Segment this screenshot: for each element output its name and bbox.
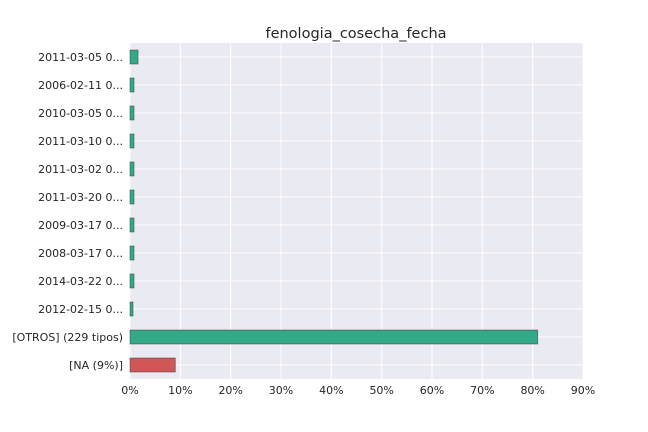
bar [129, 49, 139, 65]
y-tick-label: 2011-03-10 0... [38, 135, 123, 148]
bar [129, 161, 135, 177]
x-tick-label: 20% [218, 384, 242, 397]
y-tick-label: 2009-03-17 0... [38, 219, 123, 232]
y-tick-label: 2012-02-15 0... [38, 303, 123, 316]
bar [129, 301, 134, 317]
bars [129, 49, 539, 373]
bar [129, 105, 135, 121]
x-tick-label: 0% [121, 384, 138, 397]
y-tick-label: 2011-03-05 0... [38, 51, 123, 64]
y-tick-label: 2010-03-05 0... [38, 107, 123, 120]
chart-title: fenologia_cosecha_fecha [265, 26, 446, 42]
bar [129, 245, 135, 261]
y-tick-label: 2011-03-20 0... [38, 191, 123, 204]
plot-background [130, 43, 583, 379]
x-tick-label: 10% [168, 384, 192, 397]
bar [129, 189, 135, 205]
x-tick-label: 40% [319, 384, 343, 397]
y-tick-label: [OTROS] (229 tipos) [12, 331, 123, 344]
bar [129, 357, 176, 373]
grid-lines [129, 43, 584, 379]
x-tick-label: 30% [269, 384, 293, 397]
x-tick-labels: 0% 10% 20% 30% 40% 50% 60% 70% 80% 90% [121, 384, 595, 397]
y-tick-label: 2011-03-02 0... [38, 163, 123, 176]
y-tick-label: 2006-02-11 0... [38, 79, 123, 92]
y-tick-labels: 2011-03-05 0... 2006-02-11 0... 2010-03-05… [12, 51, 123, 372]
bar [129, 77, 135, 93]
x-tick-label: 90% [571, 384, 595, 397]
x-tick-label: 50% [369, 384, 393, 397]
y-tick-label: 2014-03-22 0... [38, 275, 123, 288]
bar [129, 217, 135, 233]
y-tick-label: [NA (9%)] [69, 359, 123, 372]
bar [129, 133, 135, 149]
x-tick-label: 80% [520, 384, 544, 397]
x-tick-label: 60% [420, 384, 444, 397]
y-tick-label: 2008-03-17 0... [38, 247, 123, 260]
x-tick-label: 70% [470, 384, 494, 397]
bar [129, 329, 539, 345]
bar [129, 273, 135, 289]
